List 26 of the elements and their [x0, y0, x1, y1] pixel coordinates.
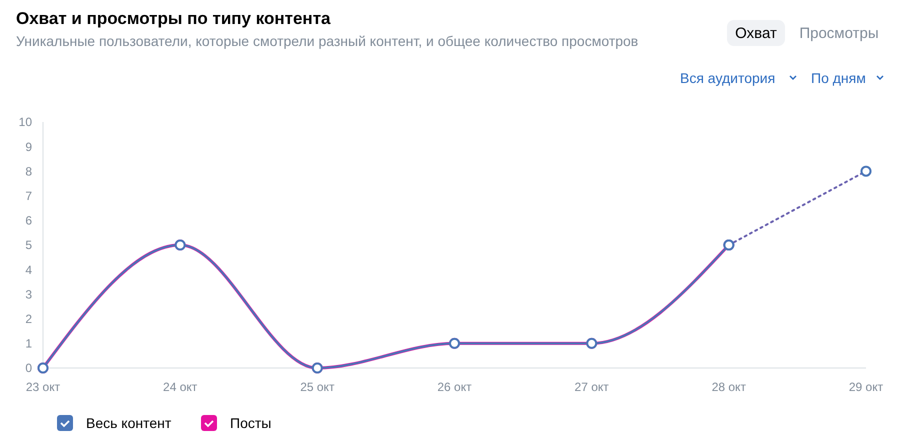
y-tick-label: 2 [25, 312, 32, 326]
legend-label: Весь контент [86, 415, 172, 431]
y-tick-label: 0 [25, 361, 32, 376]
y-tick-label: 7 [25, 189, 32, 203]
x-tick-label: 25 окт [300, 380, 335, 394]
x-tick-label: 27 окт [574, 380, 610, 394]
y-tick-label: 1 [25, 336, 32, 351]
text: По дням [811, 70, 866, 86]
x-tick-label: 24 окт [163, 380, 198, 394]
chart-title: Охват и просмотры по типу контента [16, 9, 332, 28]
x-tick-label: 28 окт [712, 380, 746, 394]
x-tick-label: 23 окт [26, 380, 61, 394]
x-tick-label: 29 окт [848, 380, 884, 394]
y-tick-label: 9 [25, 140, 32, 154]
y-tick-label: 4 [25, 262, 32, 277]
chart-subtitle: Уникальные пользователи, которые смотрели разный контент, и общее количество просмотров [16, 33, 638, 49]
x-tick-label: 26 окт [437, 380, 472, 394]
text: Охват [735, 25, 777, 42]
y-tick-label: 10 [18, 115, 32, 130]
y-tick-label: 6 [25, 214, 32, 228]
y-tick-label: 5 [25, 238, 32, 252]
text: Просмотры [799, 25, 879, 42]
legend-label: Посты [230, 415, 272, 431]
y-tick-label: 8 [25, 164, 32, 178]
text: Вся аудитория [680, 70, 776, 86]
y-tick-label: 3 [25, 287, 32, 302]
